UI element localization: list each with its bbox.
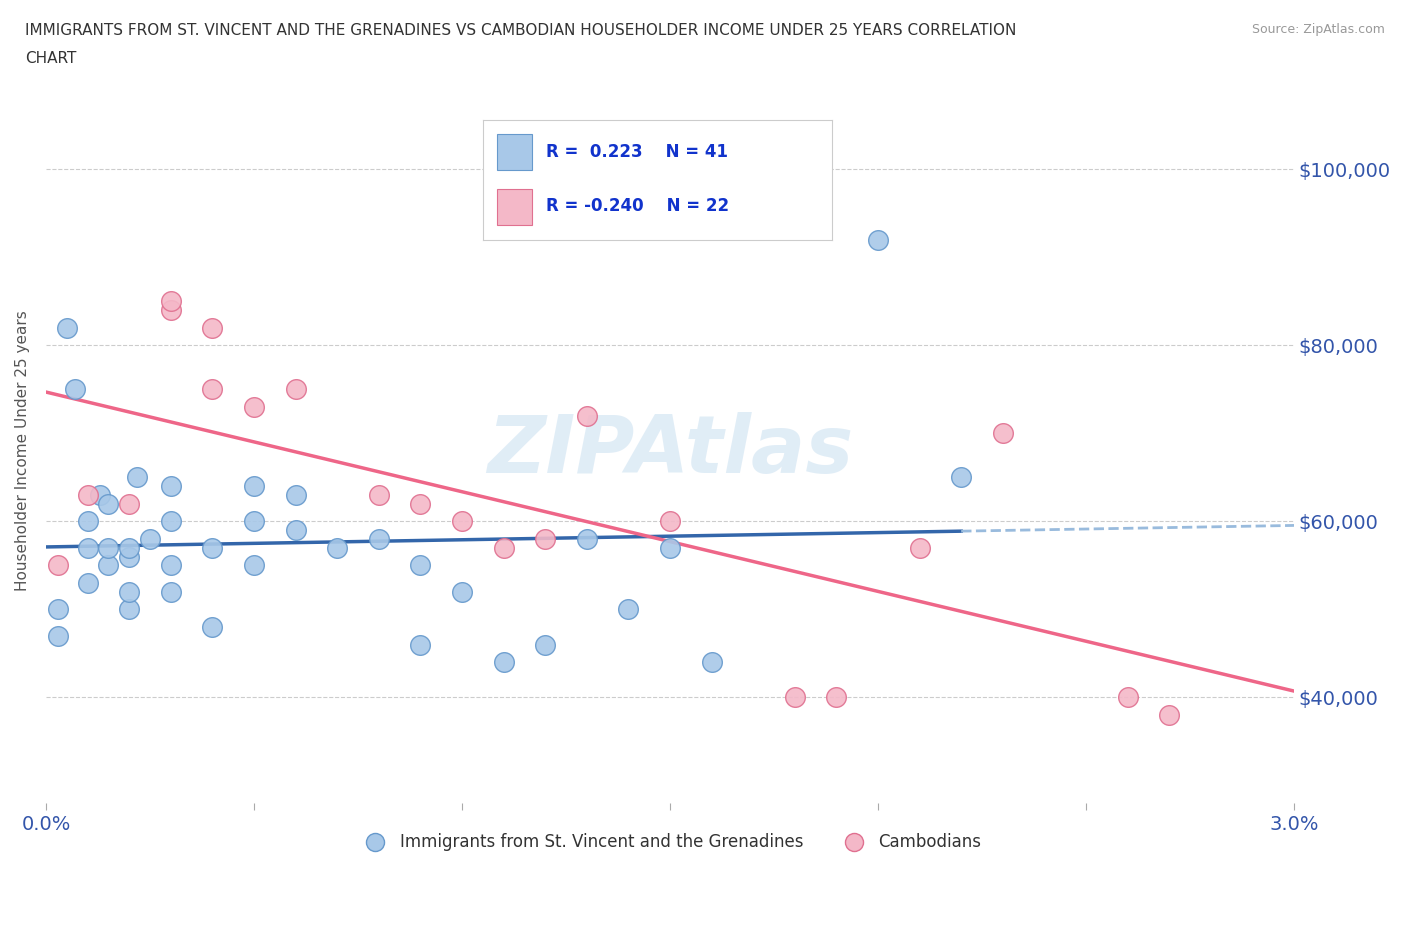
Point xyxy=(534,532,557,547)
Point xyxy=(367,532,389,547)
Text: IMMIGRANTS FROM ST. VINCENT AND THE GRENADINES VS CAMBODIAN HOUSEHOLDER INCOME U: IMMIGRANTS FROM ST. VINCENT AND THE GREN… xyxy=(25,23,1017,38)
Point xyxy=(243,558,266,573)
Point xyxy=(825,690,848,705)
Point xyxy=(159,294,181,309)
Point xyxy=(201,540,224,555)
Point xyxy=(908,540,931,555)
Point xyxy=(159,302,181,317)
Point xyxy=(48,558,70,573)
Point xyxy=(575,532,598,547)
Point xyxy=(76,576,98,591)
Point xyxy=(118,540,141,555)
Text: CHART: CHART xyxy=(25,51,77,66)
Point xyxy=(866,232,889,247)
Point xyxy=(451,514,474,529)
Text: ZIPAtlas: ZIPAtlas xyxy=(486,412,853,490)
Point xyxy=(409,637,432,652)
Point xyxy=(63,382,86,397)
Point xyxy=(1116,690,1139,705)
Point xyxy=(97,540,120,555)
Point xyxy=(534,637,557,652)
Point xyxy=(159,584,181,599)
Point xyxy=(326,540,349,555)
Point xyxy=(659,514,682,529)
Point xyxy=(243,399,266,414)
Point xyxy=(118,497,141,512)
Point xyxy=(159,514,181,529)
Point xyxy=(76,514,98,529)
Point xyxy=(201,619,224,634)
Point xyxy=(159,558,181,573)
Point xyxy=(284,523,307,538)
Point xyxy=(659,540,682,555)
Point xyxy=(89,487,111,502)
Point xyxy=(97,558,120,573)
Point xyxy=(127,470,149,485)
Point xyxy=(76,540,98,555)
Point xyxy=(367,487,389,502)
Point xyxy=(76,487,98,502)
Point xyxy=(617,602,640,617)
Point xyxy=(243,514,266,529)
Point xyxy=(1159,708,1181,723)
Point xyxy=(201,320,224,335)
Point xyxy=(950,470,973,485)
Point xyxy=(118,549,141,564)
Point xyxy=(48,629,70,644)
Point xyxy=(700,655,723,670)
Point xyxy=(451,584,474,599)
Point xyxy=(118,584,141,599)
Y-axis label: Householder Income Under 25 years: Householder Income Under 25 years xyxy=(15,311,30,591)
Point xyxy=(991,426,1014,441)
Point xyxy=(139,532,162,547)
Point xyxy=(243,479,266,494)
Point xyxy=(284,487,307,502)
Point xyxy=(201,382,224,397)
Text: Source: ZipAtlas.com: Source: ZipAtlas.com xyxy=(1251,23,1385,36)
Point xyxy=(159,479,181,494)
Legend: Immigrants from St. Vincent and the Grenadines, Cambodians: Immigrants from St. Vincent and the Gren… xyxy=(352,827,988,858)
Point xyxy=(575,408,598,423)
Point xyxy=(284,382,307,397)
Point xyxy=(55,320,77,335)
Point xyxy=(409,497,432,512)
Point xyxy=(97,497,120,512)
Point xyxy=(492,655,515,670)
Point xyxy=(48,602,70,617)
Point xyxy=(409,558,432,573)
Point xyxy=(492,540,515,555)
Point xyxy=(783,690,806,705)
Point xyxy=(118,602,141,617)
